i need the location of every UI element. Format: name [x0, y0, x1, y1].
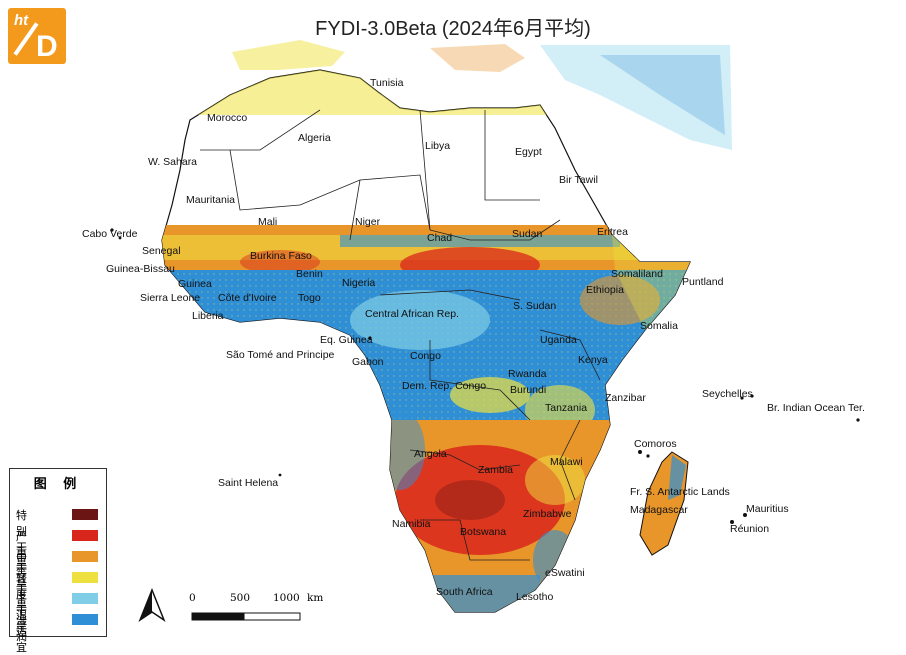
label-sierra-leone: Sierra Leone	[140, 292, 201, 304]
label-ethiopia: Ethiopia	[586, 284, 624, 296]
country-borders	[200, 109, 601, 561]
legend-label: 特别干旱	[16, 509, 27, 570]
label-eq-guinea: Eq. Guinea	[320, 334, 373, 346]
label-tunisia: Tunisia	[370, 77, 404, 89]
logo-ht-text: ht	[14, 12, 29, 29]
label-south-africa: South Africa	[436, 586, 493, 598]
label-namibia: Namibia	[392, 518, 431, 530]
iberia-fragment	[232, 40, 345, 70]
label-algeria: Algeria	[298, 132, 331, 144]
label-liberia: Liberia	[192, 310, 224, 322]
label-tanzania: Tanzania	[545, 402, 588, 414]
label-libya: Libya	[425, 140, 451, 152]
scale-unit: km	[307, 592, 324, 604]
label-gabon: Gabon	[352, 356, 384, 368]
label-br-indian-ocean: Br. Indian Ocean Ter.	[767, 402, 865, 414]
label-mauritania: Mauritania	[186, 194, 236, 206]
label-zanzibar: Zanzibar	[605, 392, 646, 404]
label-guinea: Guinea	[178, 278, 212, 290]
legend-label: 轻度干旱	[16, 572, 27, 633]
scale-label-0: 0	[189, 592, 196, 604]
scale-bar-graphic	[191, 612, 301, 621]
label-malawi: Malawi	[550, 456, 583, 468]
label-burundi: Burundi	[510, 384, 547, 396]
label-mali: Mali	[258, 216, 278, 228]
label-comoros: Comoros	[634, 438, 677, 450]
label-fr-s-antarctic: Fr. S. Antarctic Lands	[630, 486, 730, 498]
logo: ht D	[8, 8, 66, 64]
label-botswana: Botswana	[460, 526, 507, 538]
label-congo: Congo	[410, 350, 441, 362]
legend-swatch	[72, 572, 98, 583]
legend-label: 湿润	[16, 614, 27, 643]
label-chad: Chad	[427, 232, 453, 244]
label-burkina-faso: Burkina Faso	[250, 250, 312, 262]
label-benin: Benin	[296, 268, 323, 280]
label-somaliland: Somaliland	[611, 268, 663, 280]
logo-d-text: D	[36, 30, 58, 63]
legend-swatch	[72, 551, 98, 562]
north-arrow-icon	[138, 588, 166, 622]
label-w-sahara: W. Sahara	[148, 156, 198, 168]
label-sudan: Sudan	[512, 228, 543, 240]
label-rwanda: Rwanda	[508, 368, 547, 380]
label-bir-tawil: Bir Tawil	[559, 174, 598, 186]
label-niger: Niger	[355, 216, 381, 228]
map-title: FYDI-3.0Beta (2024年6月平均)	[315, 18, 591, 40]
legend-label: 中等干旱	[16, 551, 27, 612]
label-guinea-bissau: Guinea-Bissau	[106, 263, 175, 275]
legend: 图 例 特别干旱 严重干旱 中等干旱 轻度干旱 干湿适宜 湿润	[9, 468, 107, 654]
legend-swatch	[72, 593, 98, 604]
label-angola: Angola	[414, 448, 447, 460]
italy-fragment	[430, 44, 525, 72]
label-puntland: Puntland	[682, 276, 724, 288]
middle-east-wet	[600, 55, 725, 135]
label-egypt: Egypt	[515, 146, 542, 158]
legend-swatch	[72, 614, 98, 625]
legend-title: 图 例	[33, 477, 83, 492]
label-madagascar: Madagascar	[630, 504, 688, 516]
label-saint-helena: Saint Helena	[218, 477, 279, 489]
label-seychelles: Seychelles	[702, 388, 753, 400]
label-car: Central African Rep.	[365, 308, 459, 320]
label-somalia: Somalia	[640, 320, 678, 332]
label-kenya: Kenya	[578, 354, 608, 366]
label-senegal: Senegal	[142, 245, 181, 257]
label-reunion: Réunion	[730, 523, 770, 535]
label-nigeria: Nigeria	[342, 277, 376, 289]
scale-label-1000: 1000	[273, 592, 300, 604]
label-togo: Togo	[298, 292, 321, 304]
legend-swatch	[72, 509, 98, 520]
legend-swatch	[72, 530, 98, 541]
scale-label-500: 500	[230, 592, 251, 604]
label-mauritius: Mauritius	[746, 503, 789, 515]
label-morocco: Morocco	[207, 112, 248, 124]
label-lesotho: Lesotho	[516, 591, 554, 603]
label-eritrea: Eritrea	[597, 226, 628, 238]
label-cabo-verde: Cabo Verde	[82, 228, 138, 240]
label-zambia: Zambia	[478, 464, 514, 476]
middle-east-fragment	[540, 45, 732, 150]
legend-label: 严重干旱	[16, 530, 27, 591]
label-sao-tome: São Tomé and Principe	[226, 349, 335, 361]
label-drc: Dem. Rep. Congo	[402, 380, 487, 392]
label-cote-divoire: Côte d'Ivoire	[218, 292, 277, 304]
label-eswatini: eSwatini	[545, 567, 585, 579]
africa-drought-fill	[162, 70, 690, 612]
label-uganda: Uganda	[540, 334, 577, 346]
label-s-sudan: S. Sudan	[513, 300, 557, 312]
label-zimbabwe: Zimbabwe	[523, 508, 572, 520]
